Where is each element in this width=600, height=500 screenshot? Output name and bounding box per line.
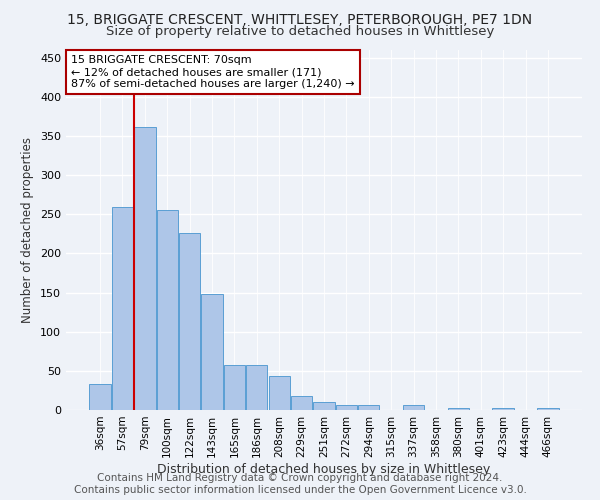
Text: Size of property relative to detached houses in Whittlesey: Size of property relative to detached ho…: [106, 25, 494, 38]
Bar: [537, 408, 559, 410]
Bar: [403, 406, 424, 410]
Bar: [224, 366, 245, 410]
Bar: [313, 402, 335, 410]
Bar: [89, 384, 111, 410]
Y-axis label: Number of detached properties: Number of detached properties: [22, 137, 34, 323]
Bar: [493, 408, 514, 410]
Bar: [269, 376, 290, 410]
Bar: [112, 206, 133, 410]
Bar: [134, 126, 155, 410]
Bar: [202, 294, 223, 410]
Text: 15, BRIGGATE CRESCENT, WHITTLESEY, PETERBOROUGH, PE7 1DN: 15, BRIGGATE CRESCENT, WHITTLESEY, PETER…: [67, 12, 533, 26]
Text: Contains HM Land Registry data © Crown copyright and database right 2024.
Contai: Contains HM Land Registry data © Crown c…: [74, 474, 526, 495]
Bar: [291, 396, 312, 410]
Bar: [448, 408, 469, 410]
Bar: [336, 406, 357, 410]
Bar: [157, 210, 178, 410]
Bar: [179, 233, 200, 410]
Bar: [246, 366, 268, 410]
X-axis label: Distribution of detached houses by size in Whittlesey: Distribution of detached houses by size …: [157, 462, 491, 475]
Bar: [358, 406, 379, 410]
Text: 15 BRIGGATE CRESCENT: 70sqm
← 12% of detached houses are smaller (171)
87% of se: 15 BRIGGATE CRESCENT: 70sqm ← 12% of det…: [71, 56, 355, 88]
